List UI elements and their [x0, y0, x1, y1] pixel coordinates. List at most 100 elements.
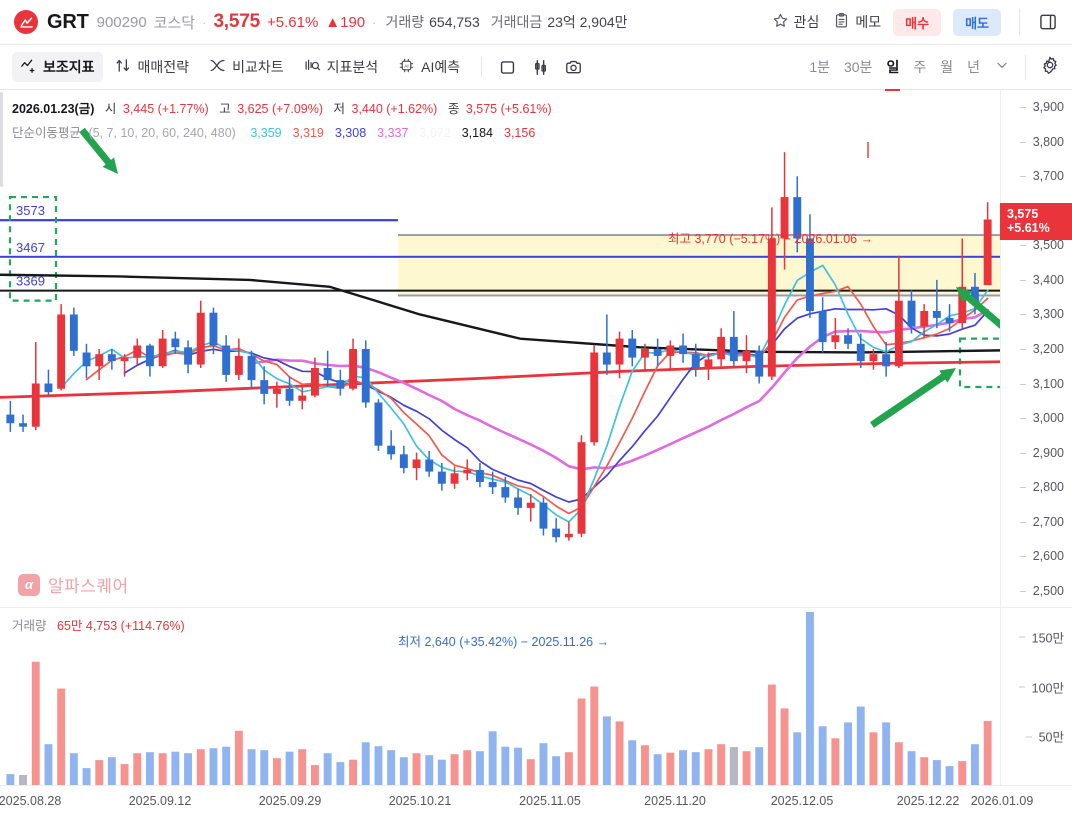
- volume-bar: [437, 759, 446, 785]
- timeframe-year[interactable]: 년: [967, 59, 980, 75]
- timeframe-group: 1분 30분 일 주 월 년: [802, 52, 1060, 91]
- chart-body: 3573 3467 3369 2026.01.23(금) 시 3,445 (+1.7…: [0, 90, 1072, 826]
- volume-bar: [82, 768, 91, 785]
- candle: [869, 349, 878, 370]
- candle: [107, 349, 116, 370]
- candle: [552, 518, 561, 543]
- volume-bar: [349, 759, 357, 785]
- candle: [501, 476, 510, 503]
- candle: [831, 317, 840, 349]
- price-plot-area[interactable]: 3573 3467 3369: [0, 90, 1000, 607]
- volume-bar: [767, 684, 776, 785]
- date-tick: 2025.10.21: [388, 794, 452, 808]
- current-price-tag: 3,575 +5.61%: [1000, 202, 1072, 240]
- volume-bar: [691, 752, 700, 785]
- square-icon[interactable]: [491, 53, 524, 82]
- volume-bar: [44, 744, 53, 785]
- candle: [298, 387, 307, 410]
- settings-button[interactable]: [1025, 54, 1060, 80]
- candle: [374, 399, 383, 451]
- volume-pane[interactable]: 거래량 65만 4,753 (+114.76%) 150만 100만 50만: [0, 608, 1072, 786]
- volume-tick: 100만: [1018, 677, 1064, 696]
- volume-bar: [514, 747, 522, 785]
- price-pane[interactable]: 3573 3467 3369 2026.01.23(금) 시 3,445 (+1.7…: [0, 90, 1072, 649]
- price-tick: 3,200: [1019, 342, 1064, 356]
- candle: [590, 345, 599, 446]
- tool-compare-chart[interactable]: 비교차트: [201, 52, 292, 82]
- timeframe-day[interactable]: 일: [879, 52, 906, 91]
- timeframe-month[interactable]: 월: [940, 59, 954, 75]
- buy-button[interactable]: 매수: [893, 8, 942, 36]
- svg-text:AI: AI: [404, 63, 408, 68]
- date-tick: 2025.11.20: [644, 794, 706, 808]
- left-level-label: 3467: [16, 240, 45, 255]
- watermark: α 알파스퀘어: [18, 572, 129, 597]
- chevron-down-icon[interactable]: [987, 54, 1017, 81]
- volume-bar: [983, 720, 992, 785]
- volume-axis[interactable]: 150만 100만 50만: [1000, 608, 1072, 785]
- side-panel-icon[interactable]: [1038, 12, 1058, 32]
- star-icon: [772, 12, 789, 32]
- date-tick: 2026.01.09: [970, 794, 1034, 808]
- camera-icon[interactable]: [557, 53, 590, 82]
- tool-indicator[interactable]: 보조지표: [12, 52, 103, 82]
- candle: [666, 340, 675, 370]
- price-tag-value: 3,575: [1007, 206, 1039, 221]
- timeframe-week[interactable]: 주: [913, 59, 927, 75]
- candle: [412, 452, 421, 481]
- volume-bar: [311, 765, 319, 785]
- candle: [234, 338, 243, 380]
- candle: [349, 338, 357, 391]
- compare-chart-icon: [209, 57, 226, 77]
- volume-bar: [171, 751, 180, 785]
- price-tick: 2,900: [1019, 445, 1064, 460]
- alpha-square-logo-icon: [14, 10, 38, 34]
- price-tick: 3,700: [1019, 169, 1064, 184]
- volume-bar: [323, 753, 332, 785]
- change-diff: ▲190: [325, 13, 366, 31]
- favorite-button[interactable]: 관심: [772, 12, 819, 32]
- memo-button[interactable]: 메모: [833, 12, 881, 32]
- volume-bar: [31, 661, 40, 785]
- volume-bar: [463, 750, 472, 785]
- volume-bar: [399, 757, 408, 785]
- volume-bar: [628, 740, 637, 785]
- volume-bar: [69, 753, 78, 785]
- candle: [691, 343, 700, 377]
- volume-plot-area[interactable]: [0, 608, 1000, 785]
- candle-ruler-icon[interactable]: [524, 53, 557, 82]
- header-divider: [1019, 9, 1020, 35]
- candle: [894, 255, 903, 368]
- candle: [755, 345, 764, 384]
- volume-bar: [234, 730, 243, 785]
- sell-button[interactable]: 매도: [953, 8, 1001, 36]
- chart-toolbar: 보조지표 매매전략 비교차트 지표분석 AI AI예측: [0, 45, 1072, 91]
- pane-scroll-handle[interactable]: [0, 92, 3, 187]
- candle: [171, 331, 180, 355]
- volume-bar: [564, 752, 573, 785]
- date-axis[interactable]: 2025.08.28 2025.09.12 2025.09.29 2025.10.21…: [0, 786, 1072, 817]
- candle: [82, 343, 91, 379]
- tool-strategy[interactable]: 매매전략: [107, 52, 198, 82]
- candle: [514, 488, 522, 515]
- price-axis[interactable]: 3,9003,8003,7003,6003,5003,4003,3003,200…: [1000, 90, 1072, 607]
- candle: [247, 350, 256, 389]
- change-rate: +5.61%: [266, 13, 319, 31]
- candle: [488, 471, 497, 494]
- tool-ai-forecast[interactable]: AI AI예측: [390, 52, 468, 82]
- price-tick: 3,100: [1019, 376, 1064, 391]
- candle: [767, 207, 776, 381]
- candle: [856, 333, 865, 368]
- volume-bar: [552, 756, 561, 785]
- volume-bar: [869, 732, 878, 785]
- tool-analysis[interactable]: 지표분석: [296, 52, 387, 82]
- timeframe-30min[interactable]: 30분: [843, 59, 873, 75]
- volume-bar: [945, 766, 954, 785]
- volume-bar: [742, 751, 751, 785]
- amount-label: 거래대금: [490, 14, 543, 30]
- date-tick: 2025.12.22: [896, 794, 960, 808]
- timeframe-1min[interactable]: 1분: [809, 59, 830, 75]
- candle: [958, 238, 967, 329]
- clipboard-icon: [833, 12, 850, 32]
